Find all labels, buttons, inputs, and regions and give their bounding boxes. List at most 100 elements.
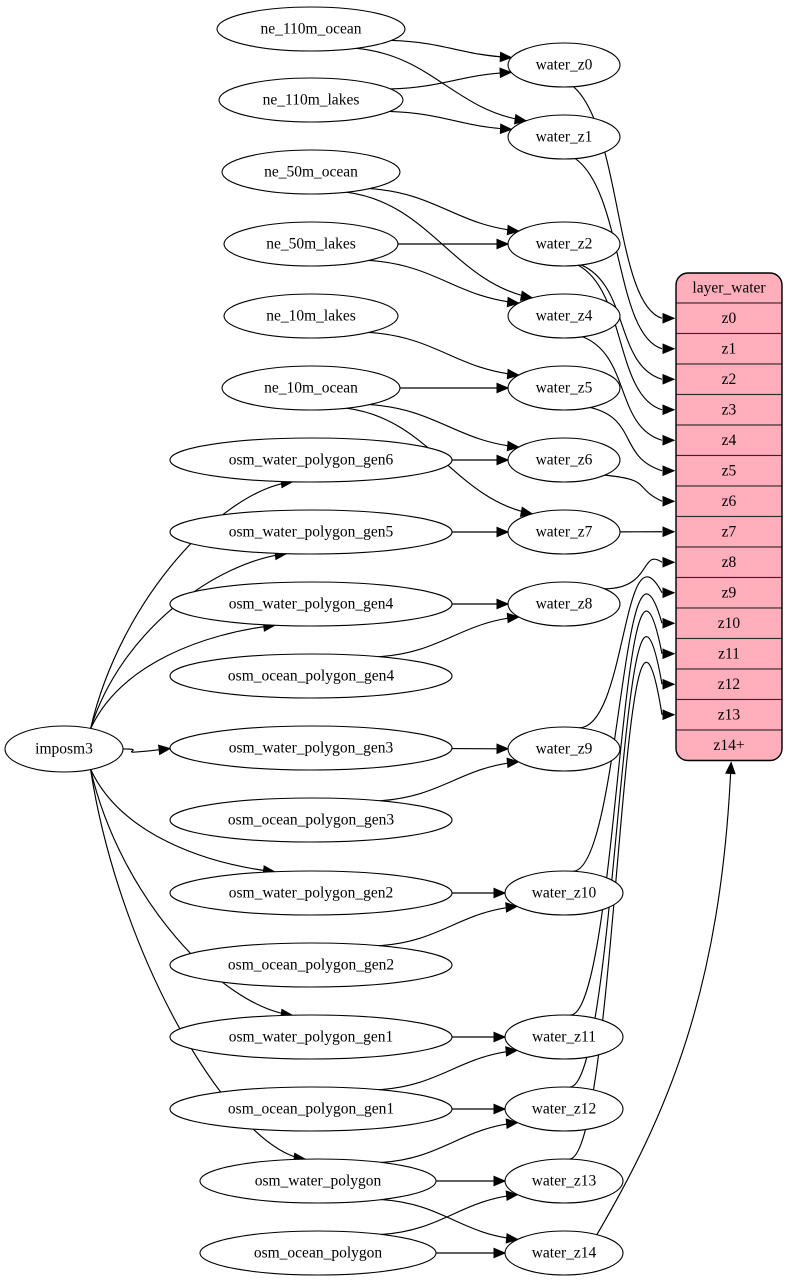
- node-label: water_z4: [536, 308, 593, 325]
- layer-water-row-z4[interactable]: [676, 424, 782, 457]
- layer-water-row-z5[interactable]: [676, 454, 782, 487]
- source-node-ellipse: [221, 365, 401, 411]
- source-node-ellipse: [169, 1086, 453, 1132]
- layer-water-header-label: layer_water: [692, 280, 766, 297]
- node-water_z0[interactable]: water_z0: [507, 42, 621, 88]
- water-node-ellipse: [507, 581, 621, 627]
- layer-water-row-z11[interactable]: [676, 637, 782, 670]
- node-label: osm_water_polygon_gen1: [229, 1029, 393, 1046]
- source-node-ellipse: [169, 437, 453, 483]
- node-osm_ocean_polygon_gen2[interactable]: osm_ocean_polygon_gen2: [169, 942, 453, 988]
- source-node-ellipse: [221, 149, 401, 195]
- node-water_z12[interactable]: water_z12: [504, 1086, 624, 1132]
- node-label: water_z13: [532, 1173, 597, 1190]
- source-node-ellipse: [169, 942, 453, 988]
- source-node-ellipse: [169, 725, 453, 771]
- layer-water-outline: [675, 272, 783, 762]
- node-label: osm_water_polygon_gen3: [229, 740, 394, 757]
- node-osm_ocean_polygon_gen4[interactable]: osm_ocean_polygon_gen4: [169, 653, 453, 699]
- water-node-ellipse: [507, 293, 621, 339]
- source-node-ellipse: [169, 1014, 453, 1060]
- node-label: ne_110m_lakes: [263, 92, 360, 109]
- node-water_z7[interactable]: water_z7: [507, 509, 621, 555]
- node-label: osm_ocean_polygon_gen3: [228, 812, 394, 829]
- layer-water-row-label-z2: z2: [722, 371, 737, 388]
- node-water_z5[interactable]: water_z5: [507, 365, 621, 411]
- node-label: ne_50m_ocean: [264, 164, 358, 181]
- water-node-ellipse: [504, 1086, 624, 1132]
- source-node-ellipse: [169, 581, 453, 627]
- layer-water-row-label-z13: z13: [718, 706, 741, 723]
- node-water_z11[interactable]: water_z11: [504, 1014, 624, 1060]
- water-node-ellipse: [507, 221, 621, 267]
- node-osm_ocean_polygon[interactable]: osm_ocean_polygon: [199, 1230, 437, 1276]
- node-osm_water_polygon[interactable]: osm_water_polygon: [199, 1158, 437, 1204]
- water-node-ellipse: [507, 114, 621, 160]
- edges-layer: [89, 39, 736, 1259]
- layer-water-row-z13[interactable]: [676, 698, 782, 731]
- node-osm_water_polygon_gen1[interactable]: osm_water_polygon_gen1: [169, 1014, 453, 1060]
- node-water_z9[interactable]: water_z9: [507, 726, 621, 772]
- node-osm_ocean_polygon_gen3[interactable]: osm_ocean_polygon_gen3: [169, 797, 453, 843]
- node-label: water_z12: [532, 1101, 597, 1118]
- node-osm_water_polygon_gen4[interactable]: osm_water_polygon_gen4: [169, 581, 453, 627]
- node-ne_50m_lakes[interactable]: ne_50m_lakes: [223, 221, 399, 267]
- water-node-ellipse: [507, 726, 621, 772]
- node-water_z14[interactable]: water_z14: [504, 1230, 624, 1276]
- node-ne_10m_lakes[interactable]: ne_10m_lakes: [223, 293, 399, 339]
- node-osm_ocean_polygon_gen1[interactable]: osm_ocean_polygon_gen1: [169, 1086, 453, 1132]
- layer-water-row-z7[interactable]: [676, 515, 782, 548]
- node-label: osm_ocean_polygon: [254, 1245, 383, 1262]
- layer-water-row-label-z1: z1: [722, 340, 737, 357]
- node-ne_110m_ocean[interactable]: ne_110m_ocean: [216, 6, 406, 52]
- node-osm_water_polygon_gen2[interactable]: osm_water_polygon_gen2: [169, 870, 453, 916]
- node-label: water_z9: [536, 741, 593, 758]
- node-ne_50m_ocean[interactable]: ne_50m_ocean: [221, 149, 401, 195]
- layer-water-row-z6[interactable]: [676, 485, 782, 518]
- node-water_z2[interactable]: water_z2: [507, 221, 621, 267]
- layer-water-row-label-z0: z0: [722, 310, 737, 327]
- node-label: water_z1: [536, 129, 593, 146]
- source-node-ellipse: [223, 221, 399, 267]
- source-node-ellipse: [199, 1158, 437, 1204]
- source-node-ellipse: [169, 870, 453, 916]
- node-label: ne_110m_ocean: [261, 21, 362, 38]
- layer-water-row-z14+[interactable]: [676, 729, 782, 761]
- layer-water-row-label-z14+: z14+: [713, 737, 744, 754]
- node-water_z1[interactable]: water_z1: [507, 114, 621, 160]
- layer-water-row-z0[interactable]: [676, 302, 782, 335]
- source-node-ellipse: [199, 1230, 437, 1276]
- layer-water-row-label-z10: z10: [718, 615, 741, 632]
- node-water_z4[interactable]: water_z4: [507, 293, 621, 339]
- node-imposm3[interactable]: imposm3: [4, 725, 124, 773]
- water-node-ellipse: [507, 509, 621, 555]
- layer-water-row-z2[interactable]: [676, 363, 782, 396]
- node-osm_water_polygon_gen5[interactable]: osm_water_polygon_gen5: [169, 509, 453, 555]
- node-label: water_z2: [536, 236, 593, 253]
- source-node-ellipse: [216, 6, 406, 52]
- layer-water-row-label-z9: z9: [722, 584, 737, 601]
- node-water_z13[interactable]: water_z13: [504, 1158, 624, 1204]
- node-label: osm_water_polygon_gen2: [229, 885, 393, 902]
- node-water_z10[interactable]: water_z10: [504, 870, 624, 916]
- source-node-ellipse: [169, 797, 453, 843]
- node-ne_10m_ocean[interactable]: ne_10m_ocean: [221, 365, 401, 411]
- layer-water-row-label-z8: z8: [722, 554, 737, 571]
- node-water_z8[interactable]: water_z8: [507, 581, 621, 627]
- node-label: water_z7: [536, 524, 593, 541]
- layer-water-row-label-z5: z5: [722, 462, 737, 479]
- node-ne_110m_lakes[interactable]: ne_110m_lakes: [218, 77, 404, 123]
- source-node-ellipse: [4, 725, 124, 773]
- node-label: water_z5: [536, 380, 593, 397]
- node-osm_water_polygon_gen6[interactable]: osm_water_polygon_gen6: [169, 437, 453, 483]
- layer-water-table: layer_water z0 z1 z2 z3 z4 z5 z6 z7 z8 z9 z10 z11 z12…: [675, 272, 783, 762]
- node-water_z6[interactable]: water_z6: [507, 437, 621, 483]
- node-label: osm_ocean_polygon_gen2: [228, 957, 394, 974]
- node-label: imposm3: [35, 741, 93, 758]
- node-label: osm_ocean_polygon_gen4: [228, 668, 394, 685]
- layer-water-row-label-z7: z7: [722, 523, 737, 540]
- node-osm_water_polygon_gen3[interactable]: osm_water_polygon_gen3: [169, 725, 453, 771]
- layer-water-row-label-z11: z11: [718, 645, 740, 662]
- water-node-ellipse: [507, 437, 621, 483]
